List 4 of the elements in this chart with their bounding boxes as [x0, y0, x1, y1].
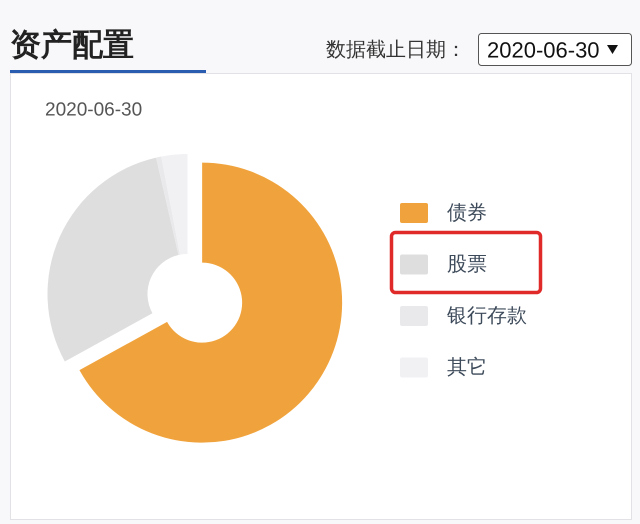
annotation-label: 数据截止日期： [326, 39, 466, 61]
annotation-date: 2020-06-30 [487, 38, 600, 62]
subtitle: 2020-06-30 [45, 100, 142, 120]
title: 资产配置 [10, 27, 134, 62]
